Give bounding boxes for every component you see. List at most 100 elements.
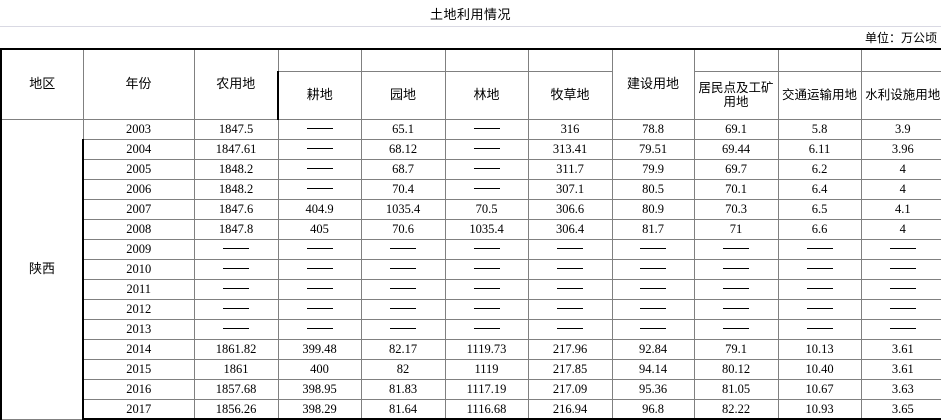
cell-residential-industrial-land: 79.1 <box>693 338 779 360</box>
cell-transport-land <box>777 258 862 280</box>
no-data-dash <box>473 268 500 270</box>
table-row: 2017 1856.26 398.29 81.64 1116.68 216.94 96.8 8… <box>1 398 941 420</box>
cell-residential-industrial-land: 71 <box>693 218 779 240</box>
table-row: 2006 1848.2 70.4 307.1 80.5 70.1 6.4 4 <box>1 178 941 200</box>
cell-cultivated-land <box>277 278 362 300</box>
sheet-title-band: 土地利用情况 <box>0 0 941 27</box>
no-data-dash <box>473 308 500 310</box>
no-data-dash <box>557 268 583 270</box>
cell-water-facility-land <box>860 258 941 280</box>
no-data-dash <box>390 308 416 310</box>
cell-forest-land <box>444 258 529 280</box>
no-data-dash <box>557 308 583 310</box>
cell-cultivated-land <box>277 138 362 160</box>
cell-water-facility-land: 3.9 <box>860 118 941 140</box>
cell-forest-land: 1119.73 <box>444 338 529 360</box>
col-header-year: 年份 <box>82 48 195 120</box>
no-data-dash <box>390 248 416 250</box>
cell-cultivated-land <box>277 178 362 200</box>
cell-pasture-land: 217.09 <box>527 378 613 400</box>
cell-garden-land: 70.4 <box>360 178 446 200</box>
cell-forest-land: 1116.68 <box>444 398 529 420</box>
no-data-dash <box>473 188 500 190</box>
cell-transport-land: 10.93 <box>777 398 862 420</box>
cell-residential-industrial-land: 82.22 <box>693 398 779 420</box>
cell-residential-industrial-land <box>693 258 779 280</box>
cell-pasture-land: 307.1 <box>527 178 613 200</box>
cell-year: 2015 <box>82 358 195 380</box>
table-row: 2013 <box>1 318 941 340</box>
cell-pasture-land <box>527 258 613 280</box>
cell-agricultural-land <box>193 238 279 260</box>
cell-transport-land: 6.11 <box>777 138 862 160</box>
cell-transport-land: 10.67 <box>777 378 862 400</box>
cell-year: 2011 <box>82 278 195 300</box>
table-row: 2004 1847.61 68.12 313.41 79.51 69.44 6.11 3.96 <box>1 138 941 160</box>
cell-year: 2013 <box>82 318 195 340</box>
cell-forest-land <box>444 238 529 260</box>
cell-forest-land <box>444 298 529 320</box>
no-data-dash <box>473 328 500 330</box>
cell-pasture-land <box>527 238 613 260</box>
no-data-dash <box>306 268 333 270</box>
no-data-dash <box>640 308 666 310</box>
cell-cultivated-land: 400 <box>277 358 362 380</box>
cell-pasture-land: 311.7 <box>527 158 613 180</box>
cell-year: 2010 <box>82 258 195 280</box>
cell-pasture-land <box>527 318 613 340</box>
table-row: 2012 <box>1 298 941 320</box>
cell-residential-industrial-land <box>693 318 779 340</box>
no-data-dash <box>306 288 333 290</box>
cell-garden-land: 82 <box>360 358 446 380</box>
cell-residential-industrial-land <box>693 298 779 320</box>
cell-construction-land: 92.84 <box>611 338 695 360</box>
cell-garden-land: 81.64 <box>360 398 446 420</box>
cell-construction-land <box>611 258 695 280</box>
cell-cultivated-land <box>277 298 362 320</box>
cell-garden-land: 68.12 <box>360 138 446 160</box>
header-spacer-agri-mid2 <box>444 48 529 72</box>
header-spacer-agri-mid1 <box>360 48 446 72</box>
no-data-dash <box>806 328 833 330</box>
cell-agricultural-land: 1847.61 <box>193 138 279 160</box>
no-data-dash <box>473 168 500 170</box>
cell-construction-land: 94.14 <box>611 358 695 380</box>
no-data-dash <box>306 308 333 310</box>
cell-residential-industrial-land: 69.44 <box>693 138 779 160</box>
cell-agricultural-land: 1848.2 <box>193 178 279 200</box>
cell-residential-industrial-land: 69.1 <box>693 118 779 140</box>
cell-cultivated-land <box>277 238 362 260</box>
table-row: 陕西 2003 1847.5 65.1 316 78.8 69.1 5.8 3.9 <box>0 118 941 420</box>
table-row: 2007 1847.6 404.9 1035.4 70.5 306.6 80.9 70.3 6.… <box>1 198 941 220</box>
cell-pasture-land: 217.96 <box>527 338 613 360</box>
header-spacer-agri-left <box>277 48 362 72</box>
cell-construction-land: 79.9 <box>611 158 695 180</box>
cell-year: 2007 <box>82 198 195 220</box>
unit-label: 单位：万公顷 <box>864 31 937 45</box>
no-data-dash <box>723 268 749 270</box>
no-data-dash <box>723 308 749 310</box>
cell-agricultural-land <box>193 278 279 300</box>
col-header-transport-land: 交通运输用地 <box>777 70 862 120</box>
cell-agricultural-land: 1861 <box>193 358 279 380</box>
cell-garden-land: 82.17 <box>360 338 446 360</box>
land-use-table-body: 陕西 2003 1847.5 65.1 316 78.8 69.1 5.8 3.9 2004 184… <box>0 118 941 420</box>
cell-transport-land: 5.8 <box>777 118 862 140</box>
no-data-dash <box>390 288 416 290</box>
no-data-dash <box>306 168 333 170</box>
cell-year: 2014 <box>82 338 195 360</box>
cell-year: 2017 <box>82 398 195 420</box>
col-header-agricultural-land: 农用地 <box>193 48 279 120</box>
cell-transport-land: 10.40 <box>777 358 862 380</box>
cell-pasture-land: 306.4 <box>527 218 613 240</box>
no-data-dash <box>306 128 333 130</box>
cell-water-facility-land <box>860 318 941 340</box>
cell-residential-industrial-land <box>693 238 779 260</box>
cell-water-facility-land <box>860 278 941 300</box>
cell-construction-land: 81.7 <box>611 218 695 240</box>
no-data-dash <box>640 248 666 250</box>
cell-forest-land <box>444 178 529 200</box>
cell-pasture-land: 306.6 <box>527 198 613 220</box>
no-data-dash <box>390 268 416 270</box>
no-data-dash <box>557 288 583 290</box>
